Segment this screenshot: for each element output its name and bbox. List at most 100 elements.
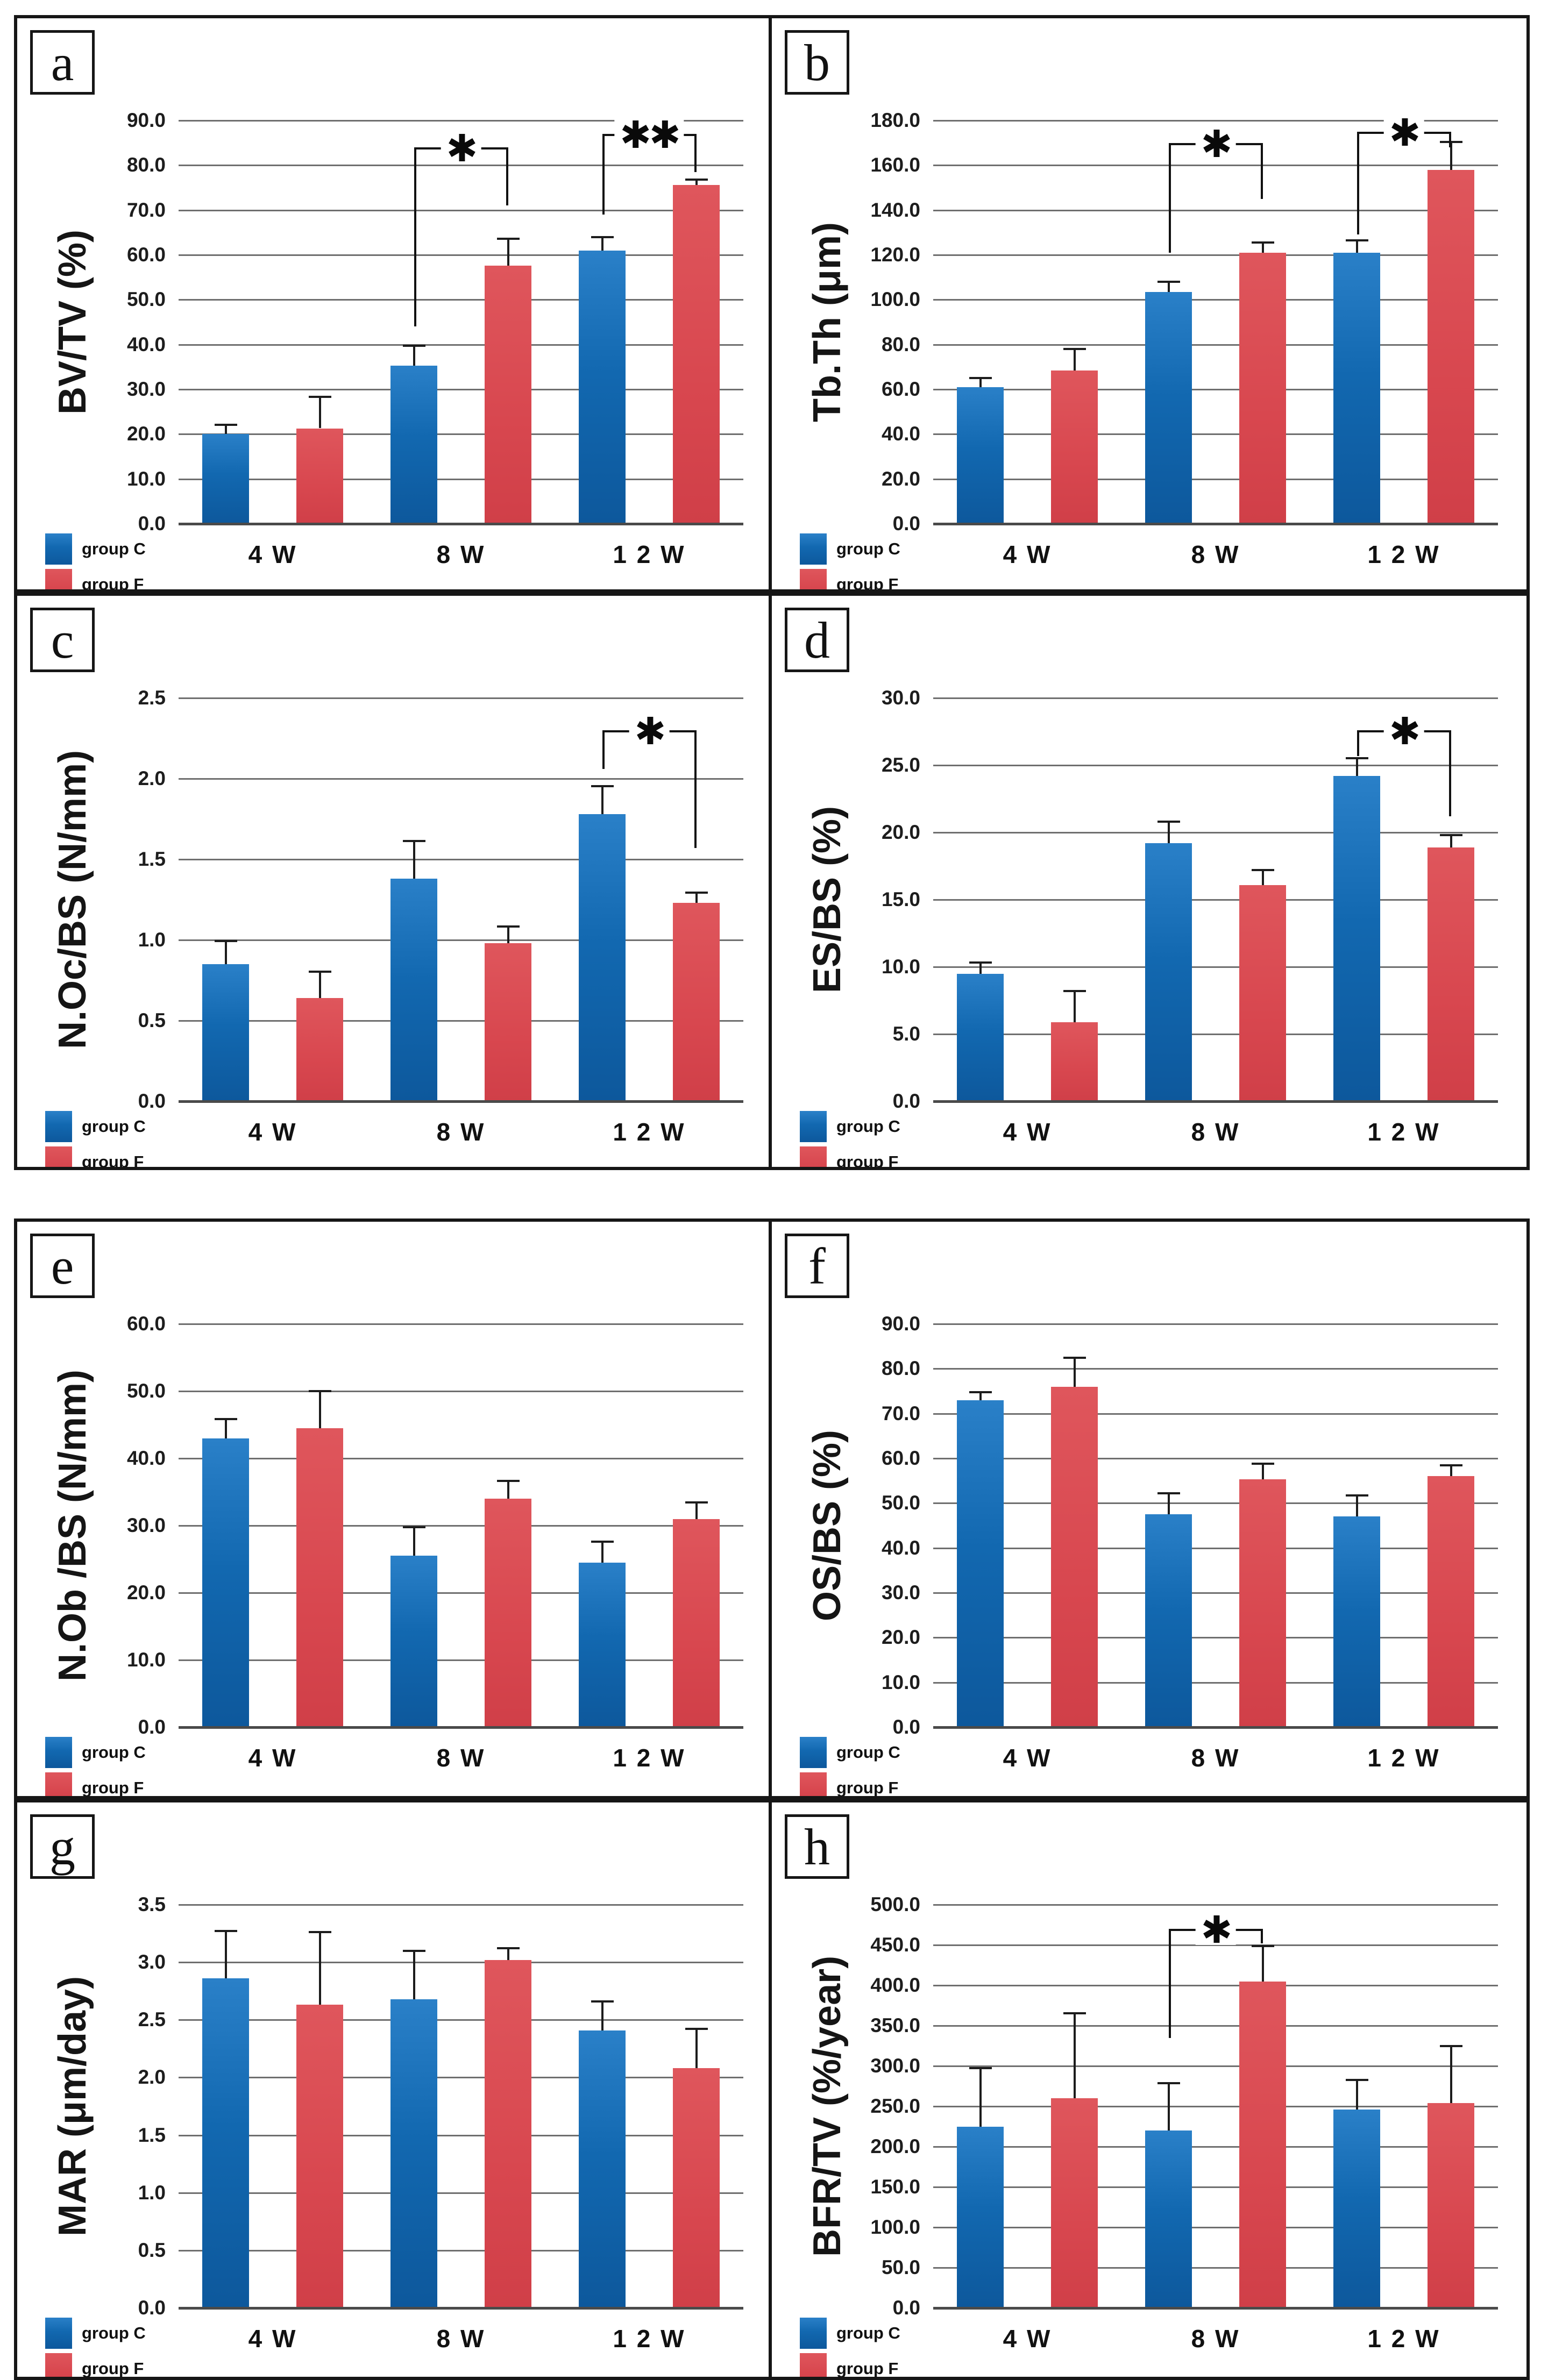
y-tick-label: 10.0 <box>881 1671 920 1693</box>
x-tick-label: 8 W <box>436 2325 486 2353</box>
bar-groupF-8W <box>484 1959 532 2308</box>
significance-asterisk: ✱✱ <box>614 116 684 154</box>
y-tick-label: 25.0 <box>881 754 920 776</box>
panel-g: g MAR (μm/day) 0.0 0.5 1.0 1.5 2.0 2.5 3.0 3.5 4 W… <box>14 1799 775 2380</box>
bar-groupF-4W <box>1050 370 1098 524</box>
gridline <box>933 209 1498 211</box>
y-tick-label: 250.0 <box>870 2095 920 2117</box>
y-tick-label: 5.0 <box>892 1023 920 1045</box>
gridline <box>933 2146 1498 2148</box>
error-bar-cap <box>1439 2045 1462 2047</box>
significance-asterisk: ✱ <box>1195 1911 1236 1949</box>
x-tick-label: 1 2 W <box>1367 540 1440 568</box>
significance-bracket-leg <box>1168 142 1171 253</box>
legend-group-f: group F <box>800 1772 898 1796</box>
y-tick-label: 1.5 <box>138 2124 166 2146</box>
error-bar-cap <box>969 377 992 380</box>
y-tick-label: 10.0 <box>126 467 166 490</box>
error-bar <box>601 2000 603 2030</box>
bar-groupC-4W <box>956 2126 1004 2308</box>
error-bar-cap <box>591 2000 614 2003</box>
gridline <box>179 2192 743 2194</box>
y-tick-label: 350.0 <box>870 2014 920 2036</box>
bar-groupF-12W <box>672 2068 720 2308</box>
significance-asterisk: ✱ <box>1383 712 1424 750</box>
error-bar <box>1261 241 1264 253</box>
gridline <box>933 478 1498 480</box>
error-bar <box>1450 833 1452 847</box>
significance-bracket-leg <box>1357 131 1359 235</box>
y-tick-label: 50.0 <box>881 2256 920 2278</box>
panel-letter-h: h <box>785 1814 849 1879</box>
bar-groupC-4W <box>202 434 250 524</box>
significance-bracket-leg <box>414 147 416 327</box>
gridline <box>179 299 743 301</box>
error-bar-cap <box>1157 280 1180 283</box>
legend-swatch-c <box>800 1737 827 1768</box>
legend-group-f: group F <box>45 2353 144 2377</box>
legend-swatch-f <box>45 1146 72 1167</box>
y-tick-label: 2.5 <box>138 2008 166 2031</box>
bar-groupC-12W <box>578 2030 626 2308</box>
gridline <box>933 2106 1498 2107</box>
error-bar-cap <box>1439 833 1462 836</box>
gridline <box>179 939 743 941</box>
x-tick-label: 1 2 W <box>1367 1118 1440 1146</box>
panel-letter-a: a <box>30 30 95 95</box>
legend-label: group F <box>836 575 899 593</box>
y-tick-label: 50.0 <box>881 1492 920 1514</box>
gridline <box>179 1323 743 1325</box>
gridline <box>933 765 1498 766</box>
error-bar-cap <box>969 2067 992 2069</box>
legend-group-c: group C <box>45 2318 146 2349</box>
x-axis-line <box>933 1726 1498 1729</box>
bar-groupC-12W <box>1333 252 1381 524</box>
panel-e: e N.Ob /BS (N/mm) 0.0 10.0 20.0 30.0 40.0 50.0 6… <box>14 1218 775 1799</box>
gridline <box>933 433 1498 436</box>
y-tick-label: 80.0 <box>881 333 920 355</box>
y-tick-label: 20.0 <box>881 821 920 843</box>
y-tick-label: 0.0 <box>138 512 166 535</box>
error-bar-cap <box>685 179 708 181</box>
bar-groupC-4W <box>956 1400 1004 1727</box>
y-tick-label: 50.0 <box>126 1380 166 1402</box>
legend-label: group C <box>82 1743 146 1762</box>
bar-groupF-4W <box>296 998 344 1101</box>
y-tick-label: 40.0 <box>881 1536 920 1559</box>
gridline <box>933 966 1498 968</box>
legend-label: group F <box>82 1778 144 1797</box>
gridline <box>933 165 1498 167</box>
error-bar-cap <box>214 940 237 942</box>
panel-letter-e: e <box>30 1234 95 1298</box>
error-bar <box>1167 280 1170 292</box>
bar-groupF-12W <box>672 903 720 1101</box>
bar-groupC-12W <box>1333 776 1381 1101</box>
legend-swatch-f <box>800 1772 827 1796</box>
x-tick-label: 8 W <box>1191 540 1240 568</box>
gridline <box>933 2267 1498 2269</box>
x-axis-line <box>933 523 1498 525</box>
gridline <box>933 2025 1498 2027</box>
y-tick-label: 2.0 <box>138 767 166 789</box>
legend-label: group C <box>836 1743 900 1762</box>
y-tick-label: 500.0 <box>870 1893 920 1915</box>
x-tick-label: 4 W <box>1003 1118 1052 1146</box>
y-tick-label: 20.0 <box>126 423 166 445</box>
y-tick-label: 0.0 <box>138 1716 166 1738</box>
y-axis-title: OS/BS (%) <box>806 1429 849 1622</box>
gridline <box>933 2065 1498 2067</box>
panel-letter-d: d <box>785 608 849 672</box>
error-bar <box>1167 2082 1170 2130</box>
y-tick-label: 90.0 <box>126 109 166 131</box>
y-tick-label: 60.0 <box>126 1313 166 1335</box>
x-tick-label: 1 2 W <box>613 1744 686 1772</box>
y-tick-label: 200.0 <box>870 2135 920 2157</box>
gridline <box>179 120 743 122</box>
x-axis-line <box>179 1726 743 1729</box>
legend-label: group C <box>82 2324 146 2342</box>
gridline <box>933 1034 1498 1035</box>
gridline <box>933 389 1498 390</box>
significance-bracket-leg <box>694 730 697 848</box>
gridline <box>933 697 1498 699</box>
gridline <box>933 2186 1498 2188</box>
